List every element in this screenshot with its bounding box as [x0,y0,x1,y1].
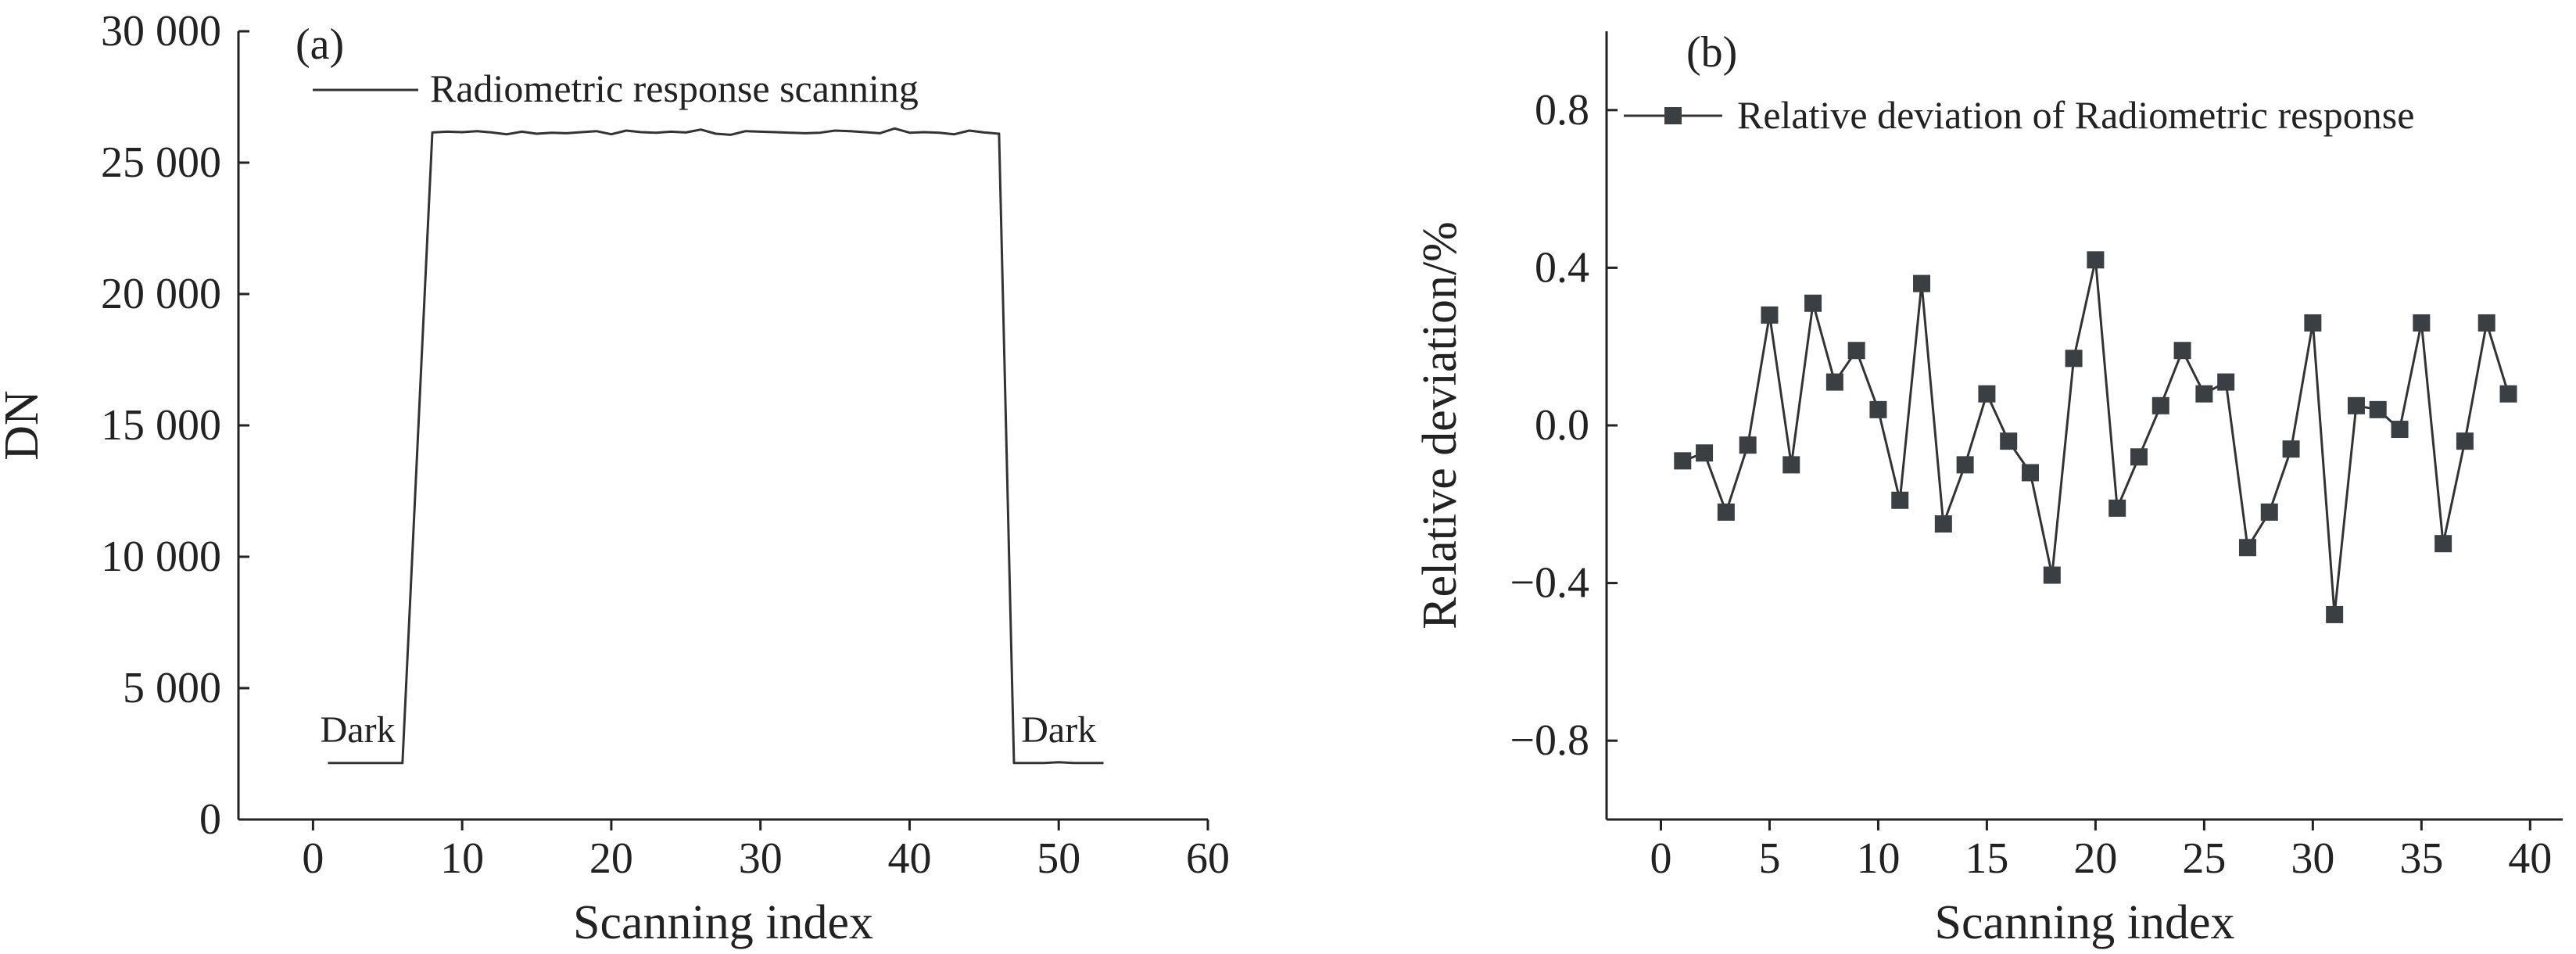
data-point [2369,400,2387,418]
data-point [2108,499,2126,517]
data-point [2000,432,2018,450]
data-point [1825,373,1843,391]
y-tick-label: 10 000 [101,533,221,581]
y-tick-label: 25 000 [101,138,221,187]
data-point [2282,440,2300,458]
y-tick-label: 0.4 [1535,243,1589,292]
x-tick-label: 30 [2291,834,2334,883]
data-point [1717,503,1735,521]
x-axis-title: Scanning index [573,896,873,949]
x-tick-label: 30 [739,834,783,883]
x-tick-label: 20 [2073,834,2117,883]
data-point [2260,503,2278,521]
x-tick-label: 15 [1965,834,2008,883]
y-tick-label: −0.8 [1510,716,1589,765]
x-tick-label: 0 [302,834,324,883]
series-line [1682,258,2510,616]
y-tick-label: 30 000 [101,7,221,56]
data-point [2130,448,2148,466]
data-point [1978,385,1996,403]
x-tick-label: 5 [1758,834,1780,883]
x-tick-label: 20 [589,834,633,883]
data-point [1847,342,1865,360]
data-point [2456,432,2474,450]
y-axis-title: DN [0,390,48,461]
data-point [2151,396,2169,414]
data-point [2391,421,2409,439]
x-tick-label: 0 [1650,834,1671,883]
y-tick-label: 0 [199,795,221,844]
data-point [1674,452,1692,470]
data-point [2304,314,2322,332]
legend-label: Relative deviation of Radiometric respon… [1737,93,2414,137]
data-point [2477,314,2495,332]
x-tick-label: 40 [887,834,931,883]
data-point [1739,436,1757,454]
legend-label: Radiometric response scanning [430,66,919,110]
data-point [2217,373,2235,391]
data-point [2347,396,2365,414]
panel-label: (a) [296,20,344,69]
x-axis-title: Scanning index [1935,896,2235,949]
annotation-dark: Dark [1021,709,1096,751]
data-point [1913,274,1931,292]
data-point [2195,385,2213,403]
data-point [1891,491,1909,509]
legend-marker [1664,107,1682,124]
data-point [2043,566,2061,584]
x-tick-label: 10 [1856,834,1900,883]
data-point [1956,456,1974,474]
annotation-dark: Dark [321,709,396,751]
chart-panel-b: −0.8 −0.4 0.0 0.4 0.8 0 5 10 15 20 25 30 35 40 Scannin… [1413,28,2563,949]
data-point [2065,350,2083,368]
chart-panel-a: 0 5 000 10 000 15 000 20 000 25 000 30 000 0 10 2… [0,7,1230,949]
y-tick-label: −0.4 [1510,559,1589,608]
y-tick-label: 15 000 [101,401,221,450]
data-point [1761,306,1779,324]
y-tick-label: 0.8 [1535,86,1589,134]
x-tick-label: 60 [1186,834,1230,883]
x-tick-label: 40 [2508,834,2552,883]
data-point [2022,464,2040,482]
data-point [2173,342,2191,360]
data-point [1804,294,1822,312]
y-tick-label: 0.0 [1535,401,1589,450]
data-point [2413,314,2431,332]
x-tick-label: 25 [2182,834,2226,883]
x-tick-label: 35 [2399,834,2443,883]
data-point [2087,251,2105,269]
x-tick-label: 50 [1037,834,1080,883]
data-point [1782,456,1800,474]
data-point [2499,385,2517,403]
x-tick-label: 10 [440,834,484,883]
y-axis-title: Relative deviation/% [1413,221,1467,629]
data-point [2326,605,2344,623]
data-point [1869,400,1887,418]
y-tick-label: 5 000 [123,664,221,712]
data-point [1696,444,1714,462]
data-point [1934,515,1952,533]
series-line [328,127,1104,765]
panel-label: (b) [1686,28,1737,77]
y-tick-label: 20 000 [101,270,221,318]
data-point [2434,535,2452,553]
data-point [2238,539,2256,557]
